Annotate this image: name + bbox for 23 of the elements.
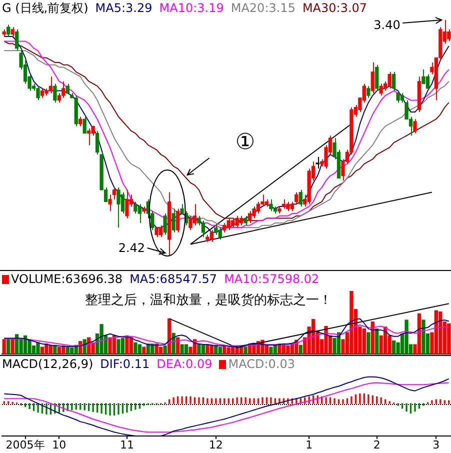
x-tick-label: 1 <box>306 438 313 452</box>
annotation: ① <box>235 130 256 155</box>
annotation: 整理之后，温和放量，是吸货的标志之一！ <box>85 293 332 308</box>
annotation: 3.40 <box>374 18 400 32</box>
x-tick-label: 2 <box>373 438 380 452</box>
annotation: 2.42 <box>118 241 146 255</box>
text: MA5:3.29 <box>95 1 152 15</box>
x-tick-label: 3 <box>432 438 440 452</box>
text: DEA:0.09 <box>156 357 212 371</box>
text: MA10:3.19 <box>159 1 224 15</box>
legend-label: MACD:0.03 <box>227 357 295 371</box>
x-tick-label: 12 <box>208 438 223 452</box>
legend-label: VOLUME:63696.38 <box>10 272 123 286</box>
x-tick-label: 10 <box>52 438 66 452</box>
text: MA5:68547.57 <box>130 272 218 286</box>
x-tick-label: 11 <box>120 438 134 452</box>
x-tick-label: 2005年 <box>6 438 45 452</box>
text: MA10:57598.02 <box>224 272 320 286</box>
chart-title: MACD(12,26,9) <box>2 357 94 371</box>
chart-title: G (日线,前复权) <box>2 1 88 15</box>
text: DIF:0.11 <box>100 357 150 371</box>
text: MA20:3.15 <box>230 1 296 15</box>
text: MA30:3.07 <box>302 1 368 15</box>
